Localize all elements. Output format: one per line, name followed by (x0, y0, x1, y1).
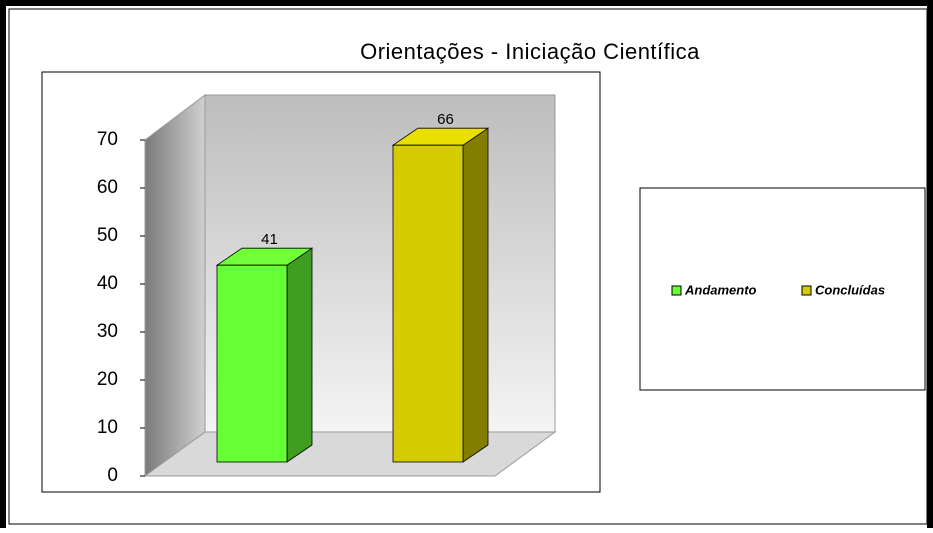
inner-frame (8, 8, 928, 525)
y-tick-label: 30 (97, 321, 118, 342)
legend-label: Concluídas (815, 282, 885, 297)
y-tick-label: 60 (97, 177, 118, 198)
y-tick-label: 70 (97, 129, 118, 150)
side-wall (144, 94, 206, 477)
y-tick-label: 20 (97, 369, 118, 390)
data-label: 41 (261, 231, 278, 248)
bar-side (462, 127, 489, 463)
chart-title: Orientações - Iniciação Científica (360, 39, 700, 64)
y-tick-label: 50 (97, 225, 118, 246)
legend-swatch (801, 285, 812, 296)
y-tick-label: 10 (97, 417, 118, 438)
legend (639, 187, 926, 391)
legend-label: Andamento (684, 282, 757, 297)
bar (392, 144, 464, 463)
data-label: 66 (437, 111, 454, 128)
y-tick-label: 40 (97, 273, 118, 294)
bar-side (286, 247, 313, 463)
floor (143, 431, 557, 477)
legend-swatch (671, 285, 682, 296)
bar (216, 264, 288, 463)
y-tick-label: 0 (107, 465, 118, 486)
